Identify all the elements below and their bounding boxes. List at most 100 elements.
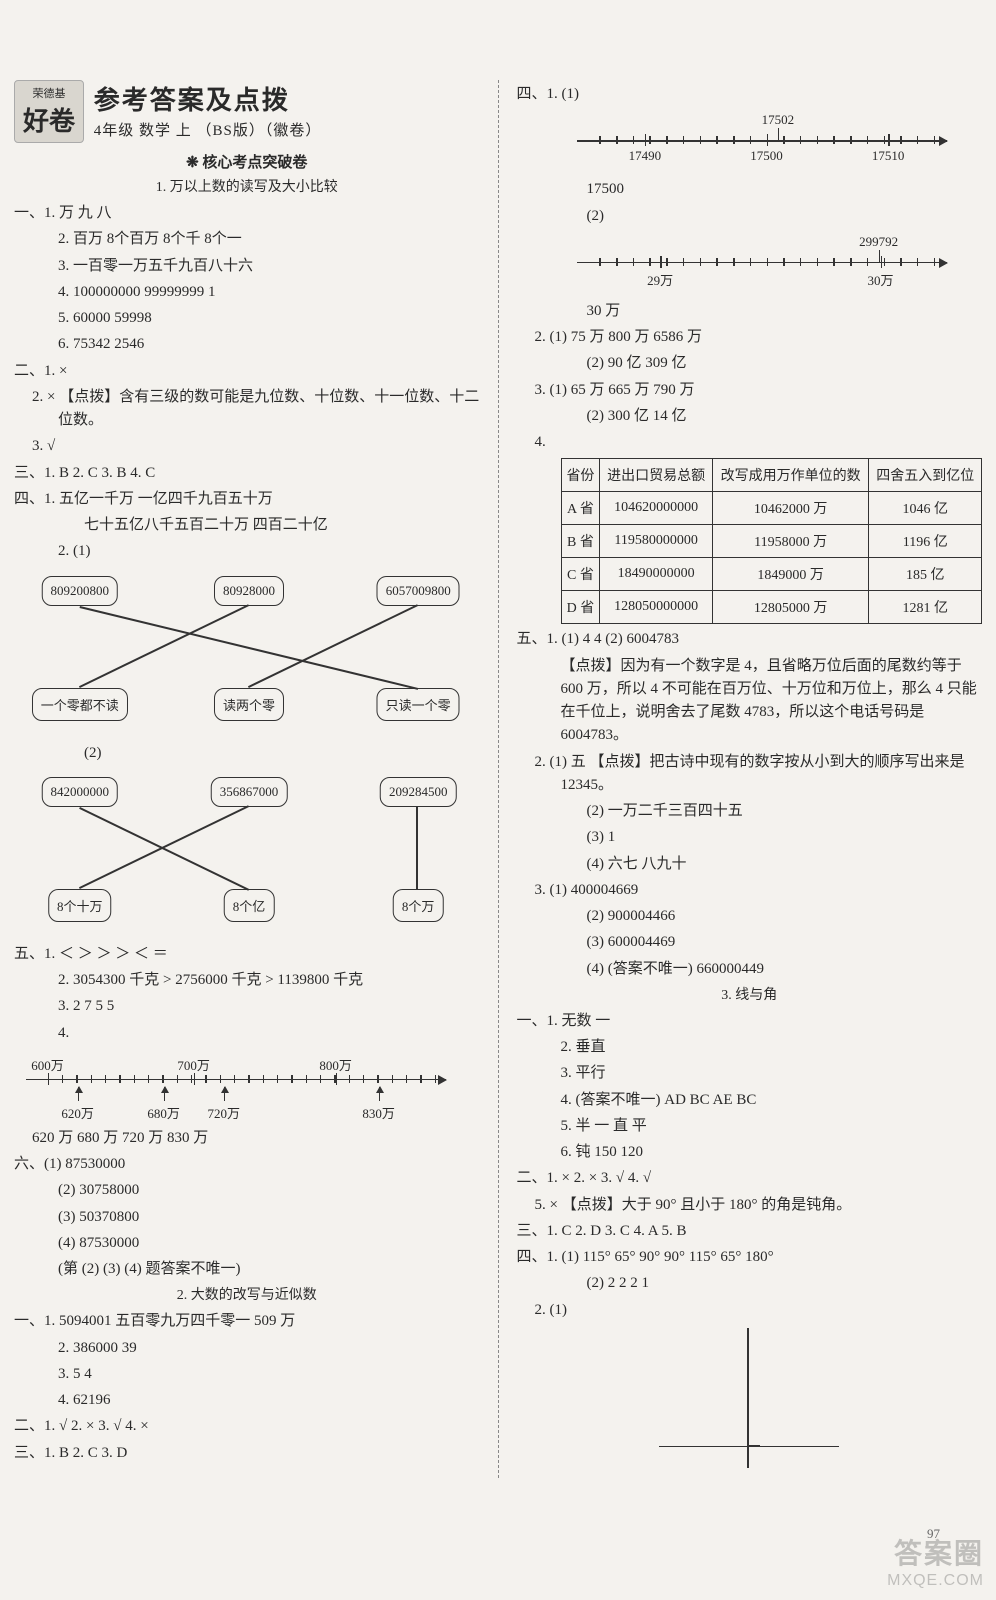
b1-3: 3. 5 4 [14, 1363, 480, 1386]
province-table: 省份 进出口贸易总额 改写成用万作单位的数 四舍五入到亿位 A 省1046200… [561, 458, 983, 624]
q3: 三、1. B 2. C 3. B 4. C [14, 462, 480, 485]
diagram-box: 80928000 [214, 576, 284, 606]
diagram-edge [248, 604, 418, 687]
q4-1: 四、1. 五亿一千万 一亿四千九百五十万 [14, 488, 480, 511]
perp-vertical [747, 1328, 749, 1468]
th-2: 改写成用万作单位的数 [712, 459, 869, 492]
numberline-1: 600万700万800万620万680万720万830万 [26, 1051, 480, 1121]
diagram-box: 842000000 [42, 777, 119, 807]
banner-badge: 荣德基 好卷 [14, 80, 84, 143]
q1-5: 5. 60000 59998 [14, 307, 480, 330]
axis-label: 800万 [319, 1055, 352, 1074]
sub-head-2: 2. 大数的改写与近似数 [14, 1284, 480, 1304]
diagram-box: 只读一个零 [377, 688, 460, 721]
c4-3: 2. (1) [517, 1299, 983, 1322]
table-header-row: 省份 进出口贸易总额 改写成用万作单位的数 四舍五入到亿位 [561, 459, 982, 492]
axis-label: 17500 [750, 148, 783, 164]
r5-2b: (2) 一万二千三百四十五 [517, 800, 983, 823]
r4-4: 4. [517, 431, 983, 454]
axis-label: 17510 [872, 148, 905, 164]
q4-1b: 七十五亿八千五百二十万 四百二十亿 [14, 514, 480, 537]
arrow-label: 720万 [208, 1103, 241, 1122]
q1-1: 一、1. 万 九 八 [14, 202, 480, 225]
r5-3d: (4) (答案不唯一) 660000449 [517, 958, 983, 981]
title-banner: 荣德基 好卷 参考答案及点拨 4年级 数学 上 （BS版）（徽卷） [14, 80, 480, 143]
sub-head-3: 3. 线与角 [517, 984, 983, 1004]
section-head: ❋ 核心考点突破卷 [14, 151, 480, 172]
q1-3: 3. 一百零一万五千九百八十六 [14, 255, 480, 278]
nl-r1-ans: 17500 [517, 178, 983, 201]
q5-1: 五、1. ＜ ＞ ＞ ＞ ＜ ＝ [14, 943, 480, 966]
table-row: D 省12805000000012805000 万1281 亿 [561, 591, 982, 624]
diagram-2: 842000000 356867000 209284500 8个十万 8个亿 8个万 [14, 769, 480, 939]
q1-4: 4. 100000000 99999999 1 [14, 281, 480, 304]
c4-2: (2) 2 2 2 1 [517, 1272, 983, 1295]
watermark-url: MXQE.COM [887, 1572, 984, 1590]
q4-2: 2. (1) [14, 540, 480, 563]
badge-big: 好卷 [23, 107, 75, 136]
arrow-label: 830万 [362, 1103, 395, 1122]
b3: 三、1. B 2. C 3. D [14, 1442, 480, 1465]
diagram-box: 209284500 [380, 777, 457, 807]
th-3: 四舍五入到亿位 [869, 459, 982, 492]
q1-6: 6. 75342 2546 [14, 333, 480, 356]
r4-3a: 3. (1) 65 万 665 万 790 万 [517, 379, 983, 402]
diagram2-label: (2) [14, 742, 480, 765]
c1-2: 2. 垂直 [517, 1036, 983, 1059]
q1-2: 2. 百万 8个百万 8个千 8个一 [14, 228, 480, 251]
banner-title-block: 参考答案及点拨 4年级 数学 上 （BS版）（徽卷） [94, 80, 322, 140]
q6-4: (4) 87530000 [14, 1232, 480, 1255]
th-1: 进出口贸易总额 [600, 459, 712, 492]
r5-2a: 2. (1) 五 【点拨】把古诗中现有的数字按从小到大的顺序写出来是 12345… [517, 751, 983, 798]
left-column: 荣德基 好卷 参考答案及点拨 4年级 数学 上 （BS版）（徽卷） ❋ 核心考点… [14, 80, 480, 1478]
c1-1: 一、1. 无数 一 [517, 1010, 983, 1033]
r4-2a: 2. (1) 75 万 800 万 6586 万 [517, 326, 983, 349]
diagram-edge [79, 604, 249, 687]
c3: 三、1. C 2. D 3. C 4. A 5. B [517, 1220, 983, 1243]
diagram-box: 8个十万 [48, 889, 112, 922]
table-row: A 省10462000000010462000 万1046 亿 [561, 492, 982, 525]
r4-3b: (2) 300 亿 14 亿 [517, 405, 983, 428]
q6-2: (2) 30758000 [14, 1179, 480, 1202]
diagram-box: 8个亿 [224, 889, 275, 922]
banner-subtitle: 4年级 数学 上 （BS版）（徽卷） [94, 119, 322, 140]
c1-5: 5. 半 一 直 平 [517, 1115, 983, 1138]
diagram-box: 6057009800 [377, 576, 460, 606]
nl1-answer: 620 万 680 万 720 万 830 万 [14, 1127, 480, 1150]
sub-head-1: 1. 万以上数的读写及大小比较 [14, 176, 480, 196]
diagram-box: 809200800 [42, 576, 119, 606]
c1-4: 4. (答案不唯一) AD BC AE BC [517, 1089, 983, 1112]
c4-1: 四、1. (1) 115° 65° 90° 90° 115° 65° 180° [517, 1246, 983, 1269]
b1-4: 4. 62196 [14, 1389, 480, 1412]
r5-3a: 3. (1) 400004669 [517, 879, 983, 902]
axis-label: 17490 [629, 148, 662, 164]
r5-3c: (3) 600004469 [517, 931, 983, 954]
r5-2d: (4) 六七 八九十 [517, 853, 983, 876]
diagram-box: 读两个零 [214, 688, 284, 721]
right-column: 四、1. (1) 17490175001751017502 17500 (2) … [517, 80, 983, 1478]
q2-2: 2. × 【点拨】含有三级的数可能是九位数、十位数、十一位数、十二位数。 [14, 386, 480, 433]
q6-1: 六、(1) 87530000 [14, 1153, 480, 1176]
b1-1: 一、1. 5094001 五百零九万四千零一 509 万 [14, 1310, 480, 1333]
b2: 二、1. √ 2. × 3. √ 4. × [14, 1415, 480, 1438]
numberline-r2: 29万30万299792 [577, 234, 983, 294]
diagram-box: 8个万 [393, 889, 444, 922]
q6-3: (3) 50370800 [14, 1206, 480, 1229]
table-row: B 省11958000000011958000 万1196 亿 [561, 525, 982, 558]
table-row: C 省184900000001849000 万185 亿 [561, 558, 982, 591]
q6-5: (第 (2) (3) (4) 题答案不唯一) [14, 1258, 480, 1281]
q2-1: 二、1. × [14, 360, 480, 383]
diagram-box: 356867000 [211, 777, 288, 807]
r5-1: 五、1. (1) 4 4 (2) 6004783 [517, 628, 983, 651]
perpendicular-figure [659, 1328, 839, 1478]
perp-horizontal [659, 1446, 839, 1448]
r5-hint: 【点拨】因为有一个数字是 4，且省略万位后面的尾数约等于 600 万，所以 4 … [517, 655, 983, 748]
c1-3: 3. 平行 [517, 1062, 983, 1085]
axis-label: 30万 [867, 270, 893, 289]
banner-title: 参考答案及点拨 [94, 80, 322, 117]
c1-6: 6. 钝 150 120 [517, 1141, 983, 1164]
pointer-label: 17502 [762, 112, 795, 128]
badge-top: 荣德基 [23, 85, 75, 101]
nl-r2-ans: 30 万 [517, 300, 983, 323]
column-divider [498, 80, 499, 1478]
